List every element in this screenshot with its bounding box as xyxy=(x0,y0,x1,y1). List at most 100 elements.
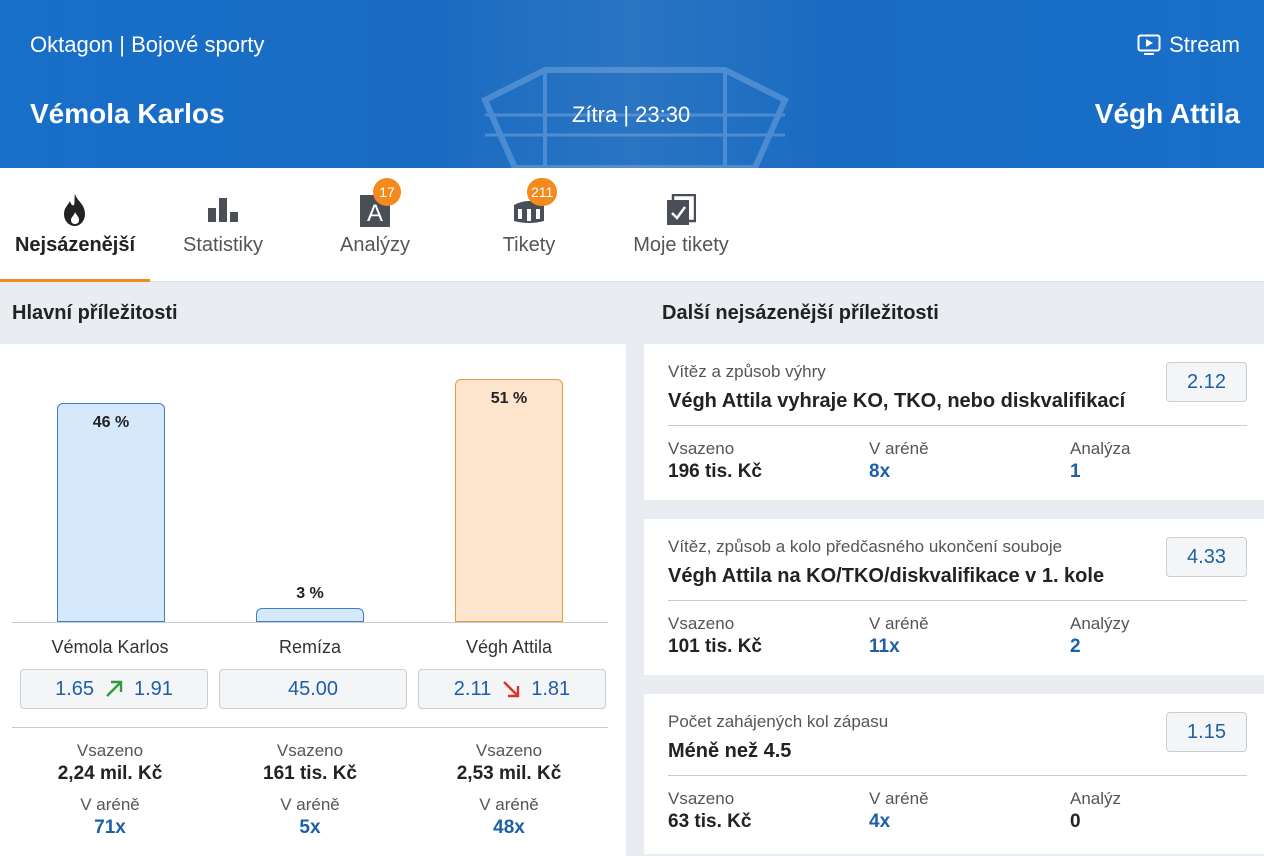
ticket-check-icon xyxy=(661,190,701,230)
outcome-percent: 51 % xyxy=(490,390,528,407)
arena-label: V aréně xyxy=(280,795,340,814)
analysis-label: Analýza xyxy=(1070,439,1131,458)
odd-button[interactable]: 2.12 xyxy=(1166,362,1247,402)
odd-old: 2.11 xyxy=(453,677,492,700)
stadium-icon: 211 xyxy=(509,178,558,230)
arena-label: V aréně xyxy=(869,789,929,808)
staked-stat: Vsazeno 101 tis. Kč xyxy=(668,614,762,658)
staked-label: Vsazeno xyxy=(668,614,735,633)
tab-label: Statistiky xyxy=(182,234,264,256)
outcome-bar-away: 51 % xyxy=(455,379,563,622)
staked-value: 2,24 mil. Kč xyxy=(57,763,163,784)
staked-value: 101 tis. Kč xyxy=(668,636,762,657)
arena-label: V aréně xyxy=(479,795,539,814)
analysis-stat: Analýza 1 xyxy=(1070,439,1130,483)
arena-count-link[interactable]: 4x xyxy=(869,811,891,832)
stats-draw: Vsazeno 161 tis. Kč V aréně 5x xyxy=(215,741,405,839)
staked-value: 196 tis. Kč xyxy=(668,461,762,482)
main-outcomes-panel: 46 % 3 % 51 % Vémola Karlos Remíza Végh … xyxy=(0,344,626,856)
analysis-count-link[interactable]: 2 xyxy=(1070,636,1081,657)
chart-baseline xyxy=(12,622,608,623)
home-fighter-name: Vémola Karlos xyxy=(30,98,225,129)
staked-stat: Vsazeno 63 tis. Kč xyxy=(668,789,751,833)
selection-name: Méně než 4.5 xyxy=(668,740,792,762)
tab-bar: Nejsázenější Statistiky A 17 Analýzy xyxy=(0,168,1264,282)
arena-stat: V aréně 8x xyxy=(869,439,929,483)
tab-most-bet[interactable]: Nejsázenější xyxy=(0,168,150,282)
odd-button[interactable]: 4.33 xyxy=(1166,537,1247,577)
staked-value: 63 tis. Kč xyxy=(668,811,752,832)
arena-count-link[interactable]: 71x xyxy=(94,817,126,838)
outcome-name-draw: Remíza xyxy=(278,637,341,657)
divider xyxy=(668,775,1247,776)
outcome-bar-draw: 3 % xyxy=(256,585,364,622)
analysis-label: Analýz xyxy=(1070,789,1122,808)
staked-value: 2,53 mil. Kč xyxy=(456,763,562,784)
opportunity-card: Vítěz, způsob a kolo předčasného ukončen… xyxy=(644,519,1264,675)
flame-icon xyxy=(55,190,95,230)
staked-stat: Vsazeno 196 tis. Kč xyxy=(668,439,762,483)
market-name: Vítěz a způsob výhry xyxy=(668,362,826,381)
opportunity-card: Počet zahájených kol zápasu Méně než 4.5… xyxy=(644,694,1264,854)
divider xyxy=(12,727,608,728)
trend-down-icon xyxy=(503,681,520,698)
selection-name: Végh Attila vyhraje KO, TKO, nebo diskva… xyxy=(668,390,1126,412)
odd-value: 45.00 xyxy=(287,677,339,700)
stream-button[interactable]: Stream xyxy=(1137,32,1240,58)
arena-label: V aréně xyxy=(869,439,929,458)
odd-button[interactable]: 1.15 xyxy=(1166,712,1247,752)
main-section-title: Hlavní příležitosti xyxy=(12,302,178,324)
staked-label: Vsazeno xyxy=(76,741,144,760)
tab-label: Analýzy xyxy=(339,234,411,256)
odd-new: 1.91 xyxy=(134,677,173,700)
staked-label: Vsazeno xyxy=(276,741,344,760)
divider xyxy=(668,425,1247,426)
tickets-count-badge: 211 xyxy=(527,178,558,206)
arena-count-link[interactable]: 48x xyxy=(493,817,525,838)
event-header: Oktagon | Bojové sporty Stream Vémola Ka… xyxy=(0,0,1264,168)
sport-league-label: Oktagon | Bojové sporty xyxy=(30,32,265,57)
analysis-count-link[interactable]: 1 xyxy=(1070,461,1081,482)
odd-button-draw[interactable]: 45.00 xyxy=(219,669,407,709)
tab-analyses[interactable]: A 17 Analýzy xyxy=(300,168,450,282)
away-fighter-name: Végh Attila xyxy=(1094,98,1240,129)
tv-play-icon xyxy=(1137,34,1161,55)
staked-label: Vsazeno xyxy=(668,439,735,458)
arena-count-link[interactable]: 8x xyxy=(869,461,891,482)
staked-label: Vsazeno xyxy=(475,741,543,760)
arena-label: V aréně xyxy=(869,614,929,633)
stream-label: Stream xyxy=(1169,32,1240,57)
analysis-count: 0 xyxy=(1070,811,1081,832)
market-name: Vítěz, způsob a kolo předčasného ukončen… xyxy=(668,537,1063,556)
odd-new: 1.81 xyxy=(531,677,571,700)
staked-value: 161 tis. Kč xyxy=(263,763,357,784)
selection-name: Végh Attila na KO/TKO/diskvalifikace v 1… xyxy=(668,565,1105,587)
analysis-stat: Analýz 0 xyxy=(1070,789,1121,833)
outcome-bar-home: 46 % xyxy=(57,403,165,622)
outcome-percent: 3 % xyxy=(296,585,324,602)
analysis-stat: Analýzy 2 xyxy=(1070,614,1130,658)
analyses-count-badge: 17 xyxy=(373,178,401,206)
arena-stat: V aréně 4x xyxy=(869,789,929,833)
event-time: Zítra | 23:30 xyxy=(572,102,691,127)
tab-label: Tikety xyxy=(502,234,556,256)
analysis-icon: A 17 xyxy=(355,178,401,230)
divider xyxy=(668,600,1247,601)
stats-home: Vsazeno 2,24 mil. Kč V aréně 71x xyxy=(15,741,205,839)
outcome-percent: 46 % xyxy=(92,414,130,431)
opportunity-card: Vítěz a způsob výhry Végh Attila vyhraje… xyxy=(644,344,1264,500)
staked-label: Vsazeno xyxy=(668,789,735,808)
tab-statistics[interactable]: Statistiky xyxy=(148,168,298,282)
outcome-name-away: Végh Attila xyxy=(465,637,553,657)
trend-up-icon xyxy=(106,680,123,697)
arena-count-link[interactable]: 11x xyxy=(869,636,900,657)
stats-away: Vsazeno 2,53 mil. Kč V aréně 48x xyxy=(414,741,604,839)
odd-button-away[interactable]: 2.11 1.81 xyxy=(418,669,606,709)
odd-old: 1.65 xyxy=(55,677,94,700)
odd-button-home[interactable]: 1.65 1.91 xyxy=(20,669,208,709)
arena-count-link[interactable]: 5x xyxy=(299,817,321,838)
tab-tickets[interactable]: 211 Tikety xyxy=(454,168,604,282)
outcome-name-home: Vémola Karlos xyxy=(51,637,169,657)
arena-stat: V aréně 11x xyxy=(869,614,929,658)
tab-my-tickets[interactable]: Moje tikety xyxy=(606,168,756,282)
